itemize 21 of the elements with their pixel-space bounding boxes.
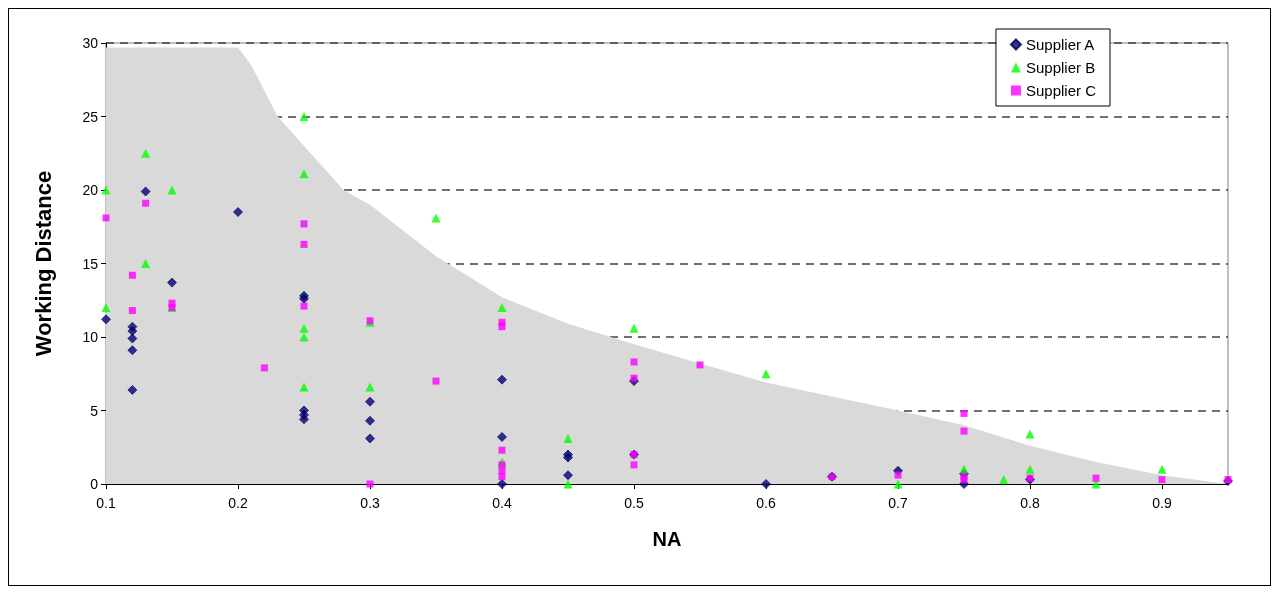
x-tick-label: 0.9 <box>1152 495 1172 511</box>
x-tick-label: 0.1 <box>96 495 116 511</box>
y-tick-label: 15 <box>82 255 99 272</box>
x-tick-label: 0.8 <box>1020 495 1040 511</box>
y-tick-label: 20 <box>82 182 99 198</box>
legend-label: Supplier C <box>1025 82 1097 99</box>
y-axis-title: Working Distance <box>30 170 56 357</box>
y-tick-label: 30 <box>82 35 99 51</box>
legend-label: Supplier B <box>1025 59 1096 76</box>
y-tick-label: 25 <box>82 108 99 125</box>
x-tick-label: 0.7 <box>888 495 908 511</box>
x-tick-label: 0.4 <box>492 495 512 511</box>
y-tick-label: 0 <box>90 476 99 492</box>
x-tick-label: 0.3 <box>360 495 380 511</box>
legend-label: Supplier A <box>1025 36 1095 53</box>
y-tick-label: 10 <box>82 329 99 345</box>
x-tick-label: 0.5 <box>624 495 644 511</box>
x-tick-label: 0.6 <box>756 495 776 511</box>
y-tick-label: 5 <box>90 402 99 419</box>
x-tick-label: 0.2 <box>228 495 248 511</box>
x-axis-title: NA <box>652 528 682 550</box>
